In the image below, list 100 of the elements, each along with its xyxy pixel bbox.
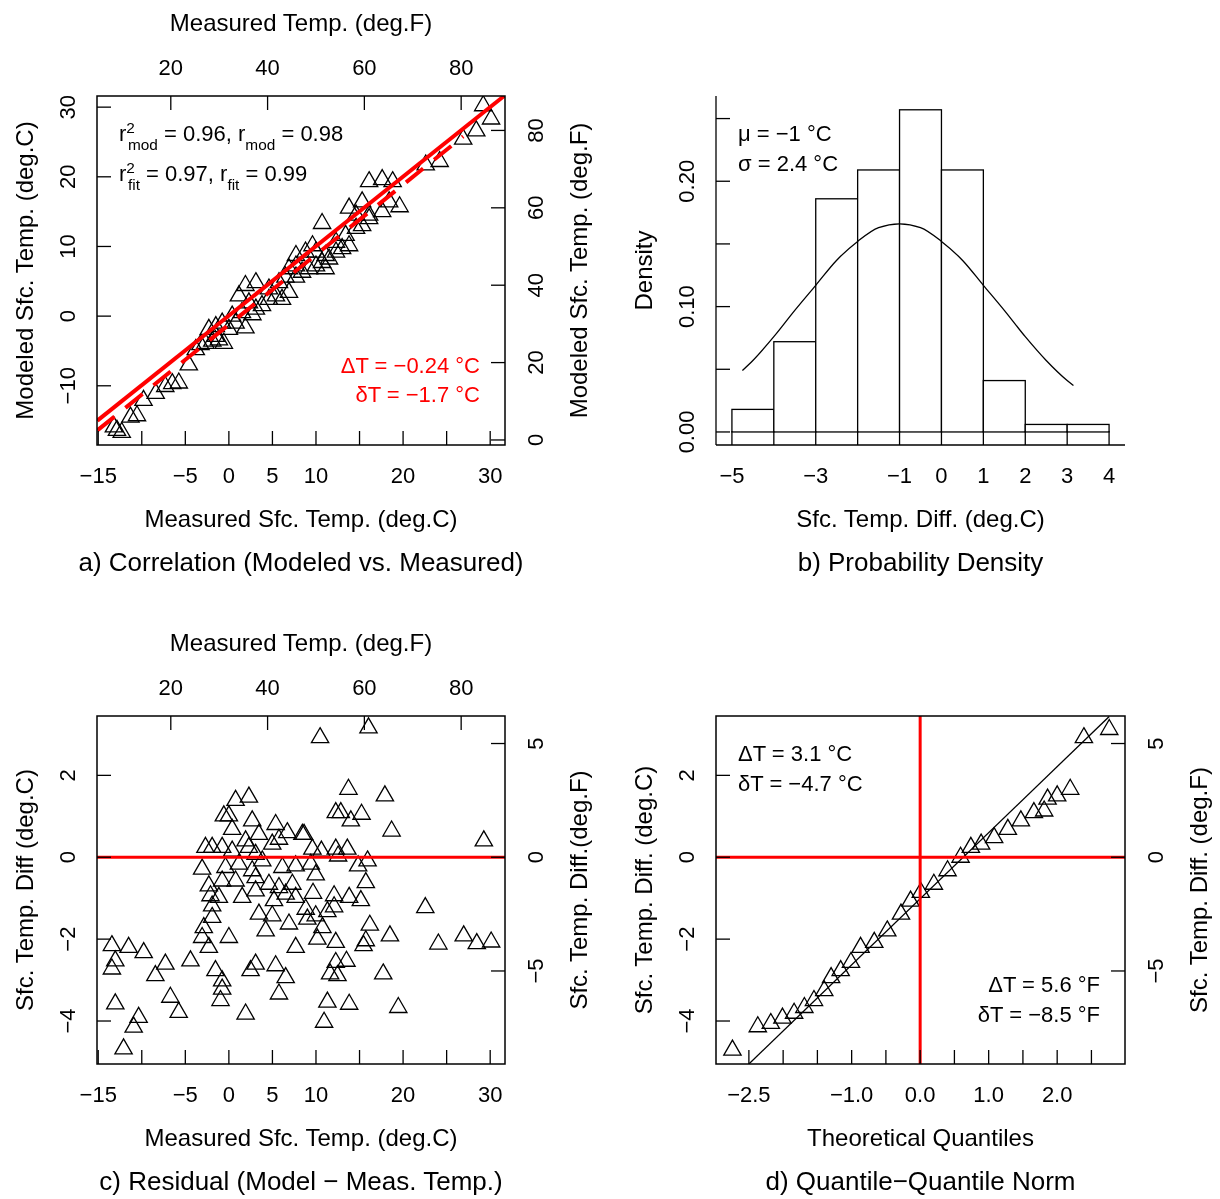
point xyxy=(1011,810,1031,827)
y2-tick-label: 40 xyxy=(523,272,548,298)
x2-axis-title: Measured Temp. (deg.F) xyxy=(169,629,433,656)
y-tick-label: 0.10 xyxy=(674,285,699,329)
y2-tick-label: 0 xyxy=(523,851,548,864)
x-tick-label: 10 xyxy=(303,1082,329,1107)
y2-tick-label: 80 xyxy=(523,118,548,143)
x-tick-label: −15 xyxy=(79,463,117,488)
annotation: δT = −4.7 °C xyxy=(738,771,863,796)
y2-tick-label: 5 xyxy=(523,737,548,750)
y-tick-label: 10 xyxy=(55,234,80,259)
y2-tick-label: 0 xyxy=(1143,851,1168,864)
x-tick-label: 0.0 xyxy=(904,1082,936,1107)
x-tick-label: 0 xyxy=(222,463,235,488)
x-tick-label: 30 xyxy=(477,1082,503,1107)
annotation: ΔT = 3.1 °C xyxy=(738,741,853,766)
y2-tick-label: 60 xyxy=(523,195,548,221)
x-tick-label: −3 xyxy=(803,463,829,488)
point xyxy=(901,890,920,907)
text: b) Probability Density xyxy=(797,547,1044,577)
annotation: r$^{2}$$_{fit}$ = 0.97, r$_{fit}$ = 0.99 xyxy=(119,158,308,193)
x-tick-label: −1.0 xyxy=(829,1082,874,1107)
x-tick-label: 2 xyxy=(1019,463,1032,488)
y2-axis-title: Sfc. Temp. Diff.(deg.F) xyxy=(565,770,592,1010)
point xyxy=(924,873,944,890)
point xyxy=(773,1007,792,1024)
y2-tick-label: 0 xyxy=(523,433,548,447)
point xyxy=(961,836,981,854)
x-axis-title: Measured Sfc. Temp. (deg.C) xyxy=(144,1124,458,1151)
x-tick-label: −5 xyxy=(172,1082,198,1107)
y2-tick-label: −5 xyxy=(1143,958,1168,984)
point xyxy=(761,1012,781,1030)
point xyxy=(998,818,1018,836)
annotation: r$^{2}$$_{mod}$ = 0.96, r$_{mod}$ = 0.98 xyxy=(119,118,344,153)
x-tick-label: −1 xyxy=(887,463,913,488)
point xyxy=(864,931,884,949)
y-tick-label: 2 xyxy=(55,769,80,782)
x2-tick-label: 40 xyxy=(255,675,280,700)
x2-tick-label: 20 xyxy=(158,55,184,80)
y-tick-label: 0 xyxy=(55,310,80,323)
x-tick-label: 0 xyxy=(935,463,948,488)
annotation: μ = −1 °C xyxy=(738,121,832,146)
y2-axis-title: Sfc. Temp. Diff. (deg.F) xyxy=(1185,767,1212,1013)
point xyxy=(891,903,911,920)
x-tick-label: −5 xyxy=(172,463,198,488)
x-axis-title: Theoretical Quantiles xyxy=(807,1124,1034,1151)
y-tick-label: −10 xyxy=(55,367,80,405)
point xyxy=(1099,718,1119,736)
point xyxy=(1074,727,1094,744)
y-axis-title: Sfc. Temp. Diff (deg.C) xyxy=(11,769,38,1011)
x-axis-title: Sfc. Temp. Diff. (deg.C) xyxy=(796,505,1045,532)
point xyxy=(971,833,991,850)
annotation: δT = −8.5 °F xyxy=(977,1002,1100,1027)
annotation: ΔT = 5.6 °F xyxy=(988,972,1100,997)
x2-tick-label: 60 xyxy=(352,55,377,80)
y-tick-label: −4 xyxy=(55,1008,80,1034)
y2-tick-label: 5 xyxy=(1143,737,1168,750)
x-tick-label: 5 xyxy=(266,1082,279,1107)
point xyxy=(831,960,850,977)
y2-tick-label: −5 xyxy=(523,958,548,984)
point xyxy=(938,860,957,877)
point xyxy=(1034,800,1054,817)
point xyxy=(795,996,814,1014)
x-tick-label: 2.0 xyxy=(1041,1082,1073,1107)
y2-tick-label: 20 xyxy=(523,350,548,375)
point xyxy=(951,846,970,863)
x-tick-label: 5 xyxy=(266,463,279,488)
y-tick-label: 20 xyxy=(55,164,80,190)
text: a) Correlation (Modeled vs. Measured) xyxy=(78,547,524,577)
x-tick-label: 10 xyxy=(303,463,329,488)
x-tick-label: −2.5 xyxy=(727,1082,771,1107)
x-tick-label: 30 xyxy=(477,463,503,488)
annotation: δT = −1.7 °C xyxy=(355,382,481,407)
y-tick-label: 0.00 xyxy=(674,410,699,454)
point xyxy=(821,966,841,984)
x2-tick-label: 80 xyxy=(448,675,474,700)
y-tick-label: 2 xyxy=(674,769,699,782)
x-tick-label: 20 xyxy=(390,1082,416,1107)
y-tick-label: 30 xyxy=(55,94,80,120)
x2-tick-label: 80 xyxy=(448,55,474,80)
y-tick-label: 0 xyxy=(55,851,80,864)
y-tick-label: −2 xyxy=(55,926,80,952)
point xyxy=(723,1039,742,1056)
point xyxy=(804,989,824,1007)
point xyxy=(841,951,861,969)
x-tick-label: 1.0 xyxy=(973,1082,1004,1107)
text: c) Residual (Model − Meas. Temp.) xyxy=(99,1166,503,1196)
x2-tick-label: 40 xyxy=(255,55,280,80)
point xyxy=(877,920,897,937)
point xyxy=(1038,788,1057,805)
point xyxy=(1060,778,1080,795)
annotation: ΔT = −0.24 °C xyxy=(340,353,481,378)
x-axis-title: Measured Sfc. Temp. (deg.C) xyxy=(144,505,458,532)
point xyxy=(814,980,834,997)
x2-tick-label: 20 xyxy=(158,675,184,700)
x2-tick-label: 60 xyxy=(352,675,377,700)
x-tick-label: 1 xyxy=(977,463,990,488)
y2-axis-title: Modeled Sfc. Temp. (deg.F) xyxy=(565,122,592,419)
point xyxy=(784,1002,804,1019)
y-axis-title: Modeled Sfc. Temp. (deg.C) xyxy=(11,121,38,420)
